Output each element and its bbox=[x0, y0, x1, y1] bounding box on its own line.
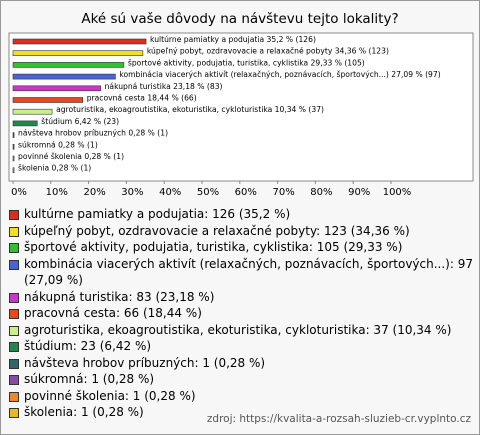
legend-label: štúdium: 23 (6,42 %) bbox=[24, 339, 152, 353]
bar bbox=[12, 97, 84, 103]
legend-entry: školenia: 1 (0,28 %) bbox=[9, 404, 473, 421]
legend-entry: kultúrne pamiatky a podujatia: 126 (35,2… bbox=[9, 206, 473, 223]
plot-area bbox=[8, 32, 474, 182]
bar bbox=[12, 38, 147, 45]
x-tick-label: 80% bbox=[310, 187, 332, 198]
legend-entry: kúpeľný pobyt, ozdravovacie a relaxačné … bbox=[9, 223, 473, 240]
bar bbox=[12, 132, 15, 138]
x-tick-label: 0% bbox=[11, 187, 27, 198]
legend-swatch bbox=[9, 259, 19, 270]
legend-swatch bbox=[9, 375, 19, 385]
x-tick-label: 20% bbox=[83, 187, 105, 198]
legend-label: agroturistika, ekoagroutistika, ekoturis… bbox=[24, 322, 452, 337]
x-tick-label: 100% bbox=[383, 187, 412, 198]
legend-entry: povinné školenia: 1 (0,28 %) bbox=[9, 388, 473, 405]
bar-label: súkromná 0,28 % (1) bbox=[18, 140, 98, 149]
legend-entry: pracovná cesta: 66 (18,44 %) bbox=[9, 305, 473, 322]
legend: kultúrne pamiatky a podujatia: 126 (35,2… bbox=[9, 206, 473, 421]
bar bbox=[12, 108, 53, 115]
legend-label: kúpeľný pobyt, ozdravovacie a relaxačné … bbox=[24, 223, 410, 238]
x-tick-label: 60% bbox=[235, 187, 257, 198]
bar bbox=[12, 120, 38, 127]
x-tick-label: 30% bbox=[121, 187, 143, 198]
bar bbox=[12, 167, 15, 173]
bar-label: kúpeľný pobyt, ozdravovacie a relaxačné … bbox=[147, 47, 389, 56]
legend-entry: agroturistika, ekoagroutistika, ekoturis… bbox=[9, 322, 473, 339]
legend-swatch bbox=[9, 391, 19, 402]
bar bbox=[12, 62, 125, 68]
bar bbox=[12, 73, 116, 80]
bar-label: agroturistika, ekoagroutistika, ekoturis… bbox=[56, 105, 324, 114]
legend-label: súkromná: 1 (0,28 %) bbox=[24, 372, 155, 386]
legend-entry: štúdium: 23 (6,42 %) bbox=[9, 338, 473, 355]
legend-entry: športové aktivity, podujatia, turistika,… bbox=[9, 239, 473, 256]
legend-label: školenia: 1 (0,28 %) bbox=[24, 405, 144, 419]
bar bbox=[12, 85, 101, 92]
legend-entry: návšteva hrobov príbuzných: 1 (0,28 %) bbox=[9, 355, 473, 372]
bar-label: povinné školenia 0,28 % (1) bbox=[18, 152, 124, 161]
legend-entry: nákupná turistika: 83 (23,18 %) bbox=[9, 289, 473, 306]
x-tick-label: 10% bbox=[46, 187, 68, 198]
bar-label: pracovná cesta 18,44 % (66) bbox=[87, 94, 197, 103]
x-tick-label: 50% bbox=[197, 187, 219, 198]
x-tick-label: 90% bbox=[348, 187, 370, 198]
legend-swatch bbox=[9, 210, 19, 220]
legend-swatch bbox=[9, 226, 19, 237]
legend-entry: súkromná: 1 (0,28 %) bbox=[9, 371, 473, 388]
legend-label: nákupná turistika: 83 (23,18 %) bbox=[24, 289, 215, 304]
legend-swatch bbox=[9, 309, 19, 319]
legend-swatch bbox=[9, 342, 19, 352]
legend-label: pracovná cesta: 66 (18,44 %) bbox=[24, 306, 202, 320]
bar-label: návšteva hrobov príbuzných 0,28 % (1) bbox=[18, 129, 168, 138]
bar-label: štúdium 6,42 % (23) bbox=[41, 117, 119, 126]
bar-label: kombinácia viacerých aktivít (relaxačnýc… bbox=[119, 70, 440, 79]
legend-swatch bbox=[9, 408, 19, 418]
bar-label: školenia 0,28 % (1) bbox=[18, 164, 91, 173]
source: zdroj: https://kvalita-a-rozsah-sluzieb-… bbox=[206, 413, 471, 425]
legend-swatch bbox=[9, 325, 19, 336]
chart-title: Aké sú vaše dôvody na návštevu tejto lok… bbox=[81, 11, 398, 27]
bar bbox=[12, 155, 15, 162]
legend-label: povinné školenia: 1 (0,28 %) bbox=[24, 388, 196, 403]
legend-entry: kombinácia viacerých aktivít (relaxačnýc… bbox=[9, 256, 473, 289]
legend-label: kultúrne pamiatky a podujatia: 126 (35,2… bbox=[24, 207, 291, 221]
legend-swatch bbox=[9, 358, 19, 369]
x-tick-label: 40% bbox=[159, 187, 181, 198]
bar-label: športové aktivity, podujatia, turistika,… bbox=[128, 58, 365, 67]
bar-label: nákupná turistika 23,18 % (83) bbox=[105, 82, 223, 91]
bar bbox=[12, 144, 15, 150]
legend-label: kombinácia viacerých aktivít (relaxačnýc… bbox=[24, 256, 473, 288]
x-tick-label: 70% bbox=[272, 187, 294, 198]
chart: Aké sú vaše dôvody na návštevu tejto lok… bbox=[8, 11, 474, 198]
legend-swatch bbox=[9, 292, 19, 303]
legend-label: športové aktivity, podujatia, turistika,… bbox=[24, 240, 403, 254]
legend-swatch bbox=[9, 243, 19, 253]
bar bbox=[12, 50, 144, 57]
legend-label: návšteva hrobov príbuzných: 1 (0,28 %) bbox=[24, 355, 266, 370]
bar-label: kultúrne pamiatky a podujatia 35,2 % (12… bbox=[150, 35, 316, 44]
